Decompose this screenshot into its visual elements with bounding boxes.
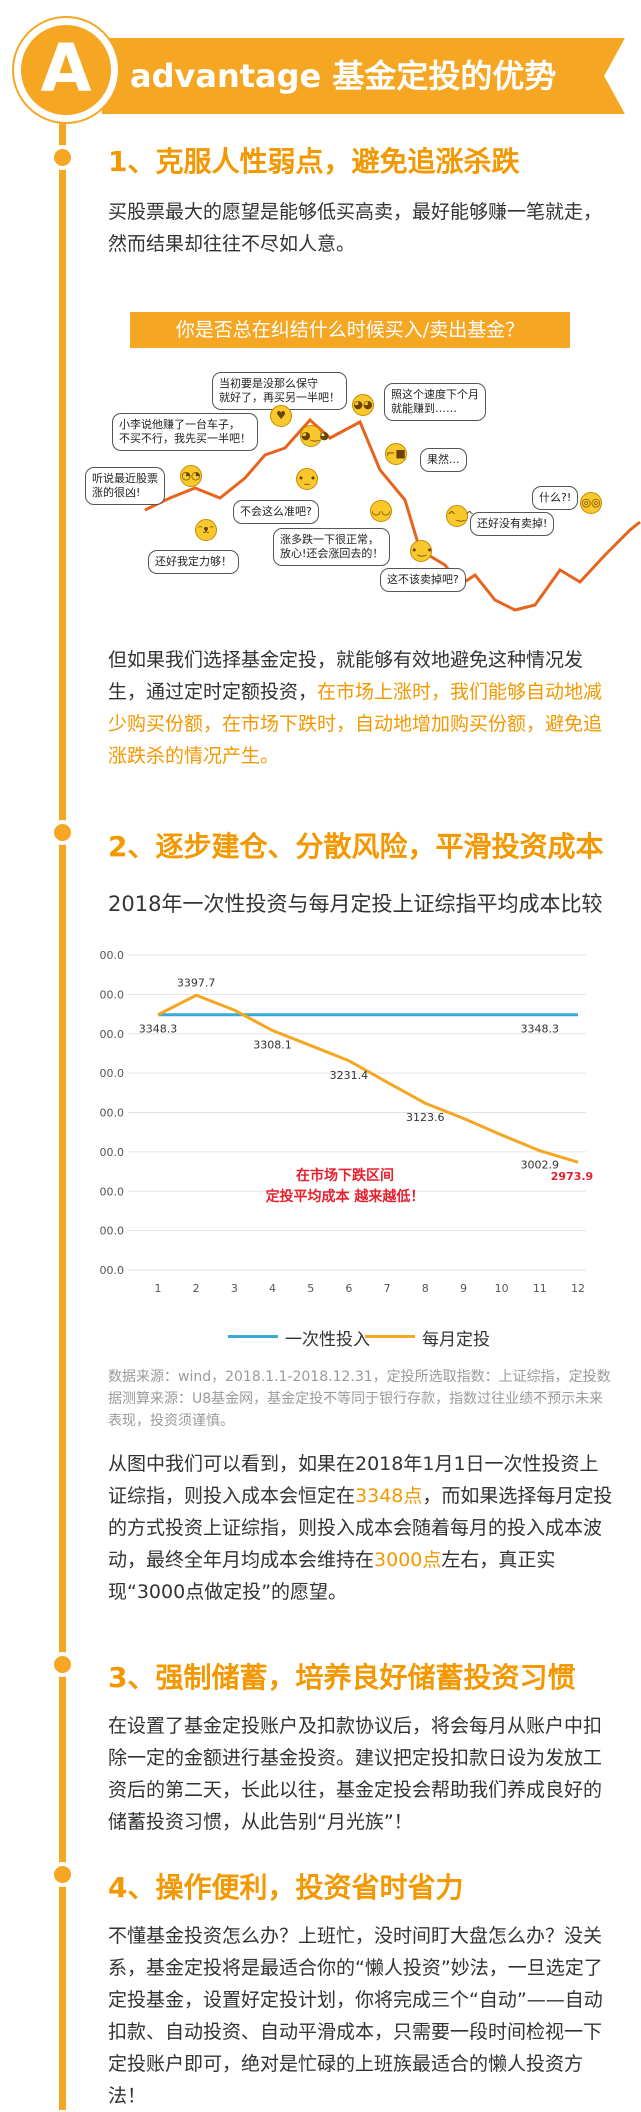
market-trend-line — [144, 417, 641, 612]
x-tick-label: 12 — [571, 1282, 585, 1295]
timeline-rail — [59, 78, 66, 2110]
emoji-face-icon: ◕‿◕ — [300, 425, 329, 447]
y-tick-label: 2700.0 — [100, 1264, 124, 1277]
emoji-face-icon: ◡◡ — [370, 500, 392, 522]
data-label: 3348.3 — [139, 1023, 178, 1036]
y-tick-label: 3500.0 — [100, 949, 124, 962]
y-tick-label: 3200.0 — [100, 1067, 124, 1080]
legend-label-monthly: 每月定投 — [422, 1330, 490, 1350]
speech-bubble: 听说最近股票 涨的很凶! — [85, 467, 165, 505]
x-tick-label: 10 — [495, 1282, 509, 1295]
speech-bubble: 什么?! — [532, 486, 579, 510]
section3-heading: 3、强制储蓄，培养良好储蓄投资习惯 — [108, 1661, 576, 1694]
x-tick-label: 7 — [384, 1282, 391, 1295]
emoji-face-icon: ◎◎ — [580, 492, 602, 514]
x-tick-label: 9 — [460, 1282, 467, 1295]
speech-bubble: 当初要是没那么保守 就好了，再买另一半吧！ — [212, 372, 347, 410]
cost-comparison-chart: 2700.02800.02900.03000.03100.03200.03300… — [100, 949, 593, 1295]
section-badge: A — [14, 18, 118, 122]
legend-swatch-monthly — [365, 1335, 415, 1338]
x-tick-label: 6 — [345, 1282, 352, 1295]
emoji-face-icon: •‿• — [410, 540, 433, 562]
header-banner — [102, 38, 625, 114]
section2-paragraph: 从图中我们可以看到，如果在2018年1月1日一次性投资上证综指，则投入成本会恒定… — [108, 1453, 613, 1603]
callout-question: 你是否总在纠结什么时候买入/卖出基金？ — [130, 312, 570, 348]
x-tick-label: 4 — [269, 1282, 276, 1295]
chart-title: 2018年一次性投资与每月定投上证综指平均成本比较 — [108, 892, 603, 916]
speech-bubble: 还好没有卖掉! — [470, 512, 555, 536]
timeline-dot — [50, 1862, 75, 1887]
section4-heading: 4、操作便利，投资省时省力 — [108, 1871, 464, 1904]
emoji-face-icon: ^‿^ — [446, 505, 474, 527]
chart-annotation: 定投平均成本 越来越低！ — [266, 1188, 425, 1205]
data-source-note: 数据来源：wind，2018.1.1-2018.12.31，定投所选取指数：上证… — [108, 1369, 611, 1429]
x-tick-label: 1 — [155, 1282, 162, 1295]
emoji-face-icon: ◕◕ — [352, 394, 374, 416]
timeline-dot — [50, 820, 75, 845]
x-tick-label: 11 — [533, 1282, 547, 1295]
chart-annotation: 在市场下跌区间 — [296, 1167, 394, 1184]
page-title: advantage 基金定投的优势 — [130, 57, 557, 95]
y-tick-label: 2900.0 — [100, 1185, 124, 1198]
legend-label-lump: 一次性投入 — [285, 1330, 370, 1350]
x-tick-label: 5 — [307, 1282, 314, 1295]
y-tick-label: 3100.0 — [100, 1107, 124, 1120]
emoji-face-icon: ◔◔ — [180, 465, 202, 487]
market-illustration — [144, 417, 641, 612]
emoji-face-icon: ⌐■ — [385, 443, 407, 465]
section1-paragraph2: 但如果我们选择基金定投，就能够有效地避免这种情况发生，通过定时定额投资，在市场上… — [108, 649, 603, 767]
x-tick-label: 2 — [193, 1282, 200, 1295]
data-label: 3123.6 — [406, 1111, 445, 1124]
speech-bubble: 还好我定力够！ — [148, 550, 239, 574]
timeline-dot — [50, 145, 75, 170]
timeline-dot — [50, 1652, 75, 1677]
emoji-face-icon: ᵔᴥᵔ — [195, 519, 217, 541]
speech-bubble: 果然... — [420, 448, 467, 472]
speech-bubble: 照这个速度下个月 就能赚到…… — [384, 383, 486, 421]
x-tick-label: 8 — [422, 1282, 429, 1295]
x-tick-label: 3 — [231, 1282, 238, 1295]
data-label: 2973.9 — [551, 1170, 593, 1183]
data-label: 3397.7 — [177, 976, 216, 989]
data-label: 3231.4 — [330, 1069, 369, 1082]
y-tick-label: 2800.0 — [100, 1225, 124, 1238]
section2-heading: 2、逐步建仓、分散风险，平滑投资成本 — [108, 830, 604, 863]
speech-bubble: 不会这么准吧? — [233, 500, 319, 524]
y-tick-label: 3000.0 — [100, 1146, 124, 1159]
data-label: 3308.1 — [253, 1039, 292, 1052]
section4-paragraph: 不懂基金投资怎么办？上班忙，没时间盯大盘怎么办？没关系，基金定投将是最适合你的“… — [108, 1925, 603, 2107]
legend-swatch-lump — [228, 1335, 278, 1338]
y-tick-label: 3400.0 — [100, 988, 124, 1001]
section1-paragraph: 买股票最大的愿望是能够低买高卖，最好能够赚一笔就走，然而结果却往往不尽如人意。 — [108, 201, 603, 255]
speech-bubble: 这不该卖掉吧? — [380, 568, 466, 592]
section3-paragraph: 在设置了基金定投账户及扣款协议后，将会每月从账户中扣除一定的金额进行基金投资。建… — [108, 1715, 603, 1833]
emoji-face-icon: ♥ — [270, 405, 292, 427]
speech-bubble: 涨多跌一下很正常， 放心!还会涨回去的！ — [273, 528, 391, 566]
speech-bubble: 小李说他赚了一台车子， 不买不行，我先买一半吧！ — [112, 413, 258, 451]
emoji-face-icon: •_• — [296, 468, 318, 490]
section1-heading: 1、克服人性弱点，避免追涨杀跌 — [108, 145, 520, 178]
data-label: 3348.3 — [521, 1023, 560, 1036]
data-label: 3002.9 — [521, 1159, 560, 1172]
series-line-monthly — [157, 993, 579, 1164]
